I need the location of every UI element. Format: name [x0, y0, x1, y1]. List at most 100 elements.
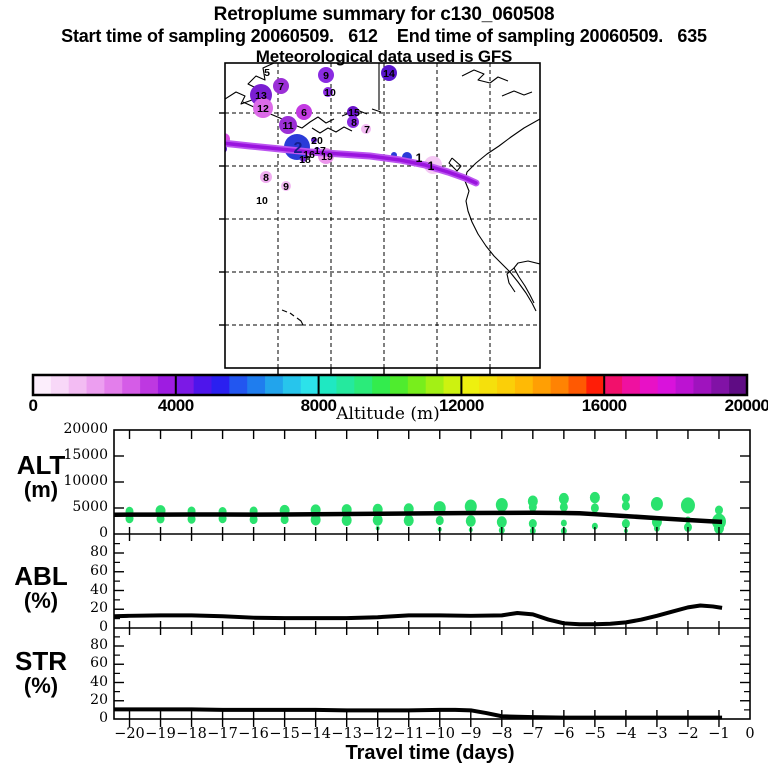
abl-ytick-label: 0: [99, 619, 108, 635]
map-frame-group: [219, 62, 541, 374]
colorbar-segment: [532, 375, 552, 395]
x-tick-label: −10: [424, 726, 456, 742]
particle-altitude-dot: [591, 522, 598, 530]
colorbar-segment: [175, 375, 195, 395]
x-tick-label: −8: [491, 726, 513, 742]
day-number-label: 6: [301, 107, 307, 119]
x-tick-label: −6: [553, 726, 575, 742]
particle-altitude-dot: [714, 505, 723, 515]
plume-centroid-marker: [260, 171, 272, 183]
x-tick-label: −12: [362, 726, 393, 742]
colorbar-segment: [229, 375, 248, 395]
abl-panel-unit: (%): [23, 588, 59, 613]
day-number-label: 1: [428, 159, 435, 173]
colorbar-segment: [425, 375, 445, 395]
particle-altitude-dot: [559, 502, 568, 512]
particle-altitude-dot: [590, 503, 599, 513]
panels-frame: [113, 429, 751, 720]
x-tick-label: 0: [745, 726, 755, 742]
colorbar-divider: [174, 375, 177, 395]
day-number-label: 13: [255, 90, 267, 102]
x-tick-label: −3: [646, 726, 668, 742]
day-number-label: 19: [321, 151, 333, 163]
colorbar-segment: [657, 375, 677, 395]
colorbar-segment: [497, 375, 516, 395]
particle-altitude-dot: [465, 515, 476, 527]
day-number-label: 15: [348, 107, 360, 119]
particle-altitude-dot: [650, 496, 663, 511]
colorbar-segment: [104, 375, 123, 395]
colorbar-tick-label: 12000: [439, 396, 484, 415]
str-panel-label: STR: [15, 646, 67, 676]
figure-title: Retroplume summary for c130_060508: [213, 4, 555, 25]
abl-ytick-label: 40: [90, 581, 108, 598]
particle-altitude-dot: [280, 514, 289, 525]
colorbar-segment: [265, 375, 284, 395]
colorbar-segment: [336, 375, 355, 395]
day-number-label: 11: [282, 120, 293, 132]
colorbar-segment: [211, 375, 230, 395]
alt-ytick-label: 20000: [63, 421, 108, 437]
alt-ytick-label: 5000: [72, 499, 108, 515]
plume-centroid-marker: [300, 156, 306, 162]
colorbar-segment: [443, 375, 462, 395]
day-number-label: 7: [364, 124, 370, 136]
colorbar-tick-label: 20000: [724, 396, 768, 415]
colorbar-segment: [479, 375, 498, 395]
particle-altitude-dot: [435, 515, 444, 526]
colorbar-border: [31, 373, 749, 397]
figure-subtitle: Start time of sampling 20060509. 612 End…: [61, 26, 707, 46]
plume-centroid-marker: [318, 67, 334, 83]
particle-altitude-dot: [589, 491, 600, 504]
day-number-label: 8: [351, 117, 357, 129]
colorbar-segment: [354, 375, 373, 395]
colorbar-segment: [300, 375, 320, 395]
x-axis-title: Travel time (days): [0, 742, 768, 765]
coastline: [513, 260, 540, 304]
str-ytick-label: 60: [90, 655, 108, 672]
coastline: [506, 267, 516, 293]
plume-centroid-marker: [347, 106, 359, 118]
trajectory-line-core: [225, 141, 478, 185]
day-number-label: 7: [278, 81, 284, 93]
day-number-label: 8: [263, 172, 269, 184]
colorbar-segment: [157, 375, 177, 395]
particle-altitude-dot: [372, 514, 383, 526]
str-ytick-label: 40: [90, 673, 108, 690]
plume-centroid-marker: [253, 98, 273, 118]
plume-centroid-marker: [361, 124, 371, 134]
colorbar-tick-label: 4000: [157, 396, 194, 415]
plume-centroid-marker: [311, 137, 317, 143]
colorbar-tick-label: 16000: [581, 396, 627, 415]
x-tick-label: −16: [238, 726, 269, 742]
colorbar-segment: [639, 375, 659, 395]
colorbar-segment: [282, 375, 302, 395]
particle-altitude-dot: [187, 514, 196, 524]
colorbar-divider: [603, 375, 606, 395]
plume-centroid-marker: [273, 78, 289, 94]
day-number-label: 5: [264, 67, 270, 79]
x-tick-label: −11: [393, 726, 425, 742]
particle-altitude-dot: [496, 516, 507, 528]
day-number-label: 12: [257, 103, 269, 115]
particle-altitude-dot: [558, 492, 569, 505]
day-number-label: 3: [219, 134, 225, 146]
colorbar-axis-label: Altitude (m): [336, 404, 440, 424]
day-number-label: 10: [324, 87, 336, 99]
x-tick-label: −7: [522, 726, 544, 742]
abl-ytick-label: 80: [90, 544, 108, 560]
coastline: [501, 90, 533, 97]
colorbar-tick-label: 0: [28, 396, 38, 415]
colorbar-segment: [514, 375, 534, 395]
colorbar-segment: [729, 375, 748, 395]
day-number-label: 9: [283, 181, 289, 193]
colorbar-tick-label: 8000: [300, 396, 337, 415]
alt-panel-unit: (m): [23, 477, 59, 502]
day-number-label: 20: [311, 135, 323, 147]
colorbar-segment: [550, 375, 569, 395]
x-tick-label: −4: [615, 726, 637, 742]
colorbar-segment: [50, 375, 70, 395]
